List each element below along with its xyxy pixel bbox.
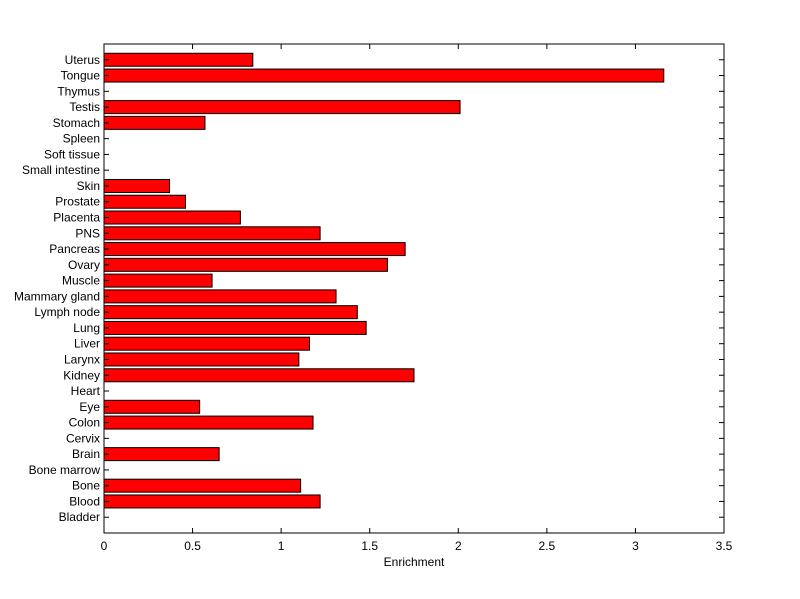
y-tick-label-larynx: Larynx (64, 352, 100, 366)
bar-liver (103, 336, 310, 351)
y-tick-label-lung: Lung (73, 321, 100, 335)
x-tick-label: 3 (632, 539, 639, 553)
x-ticks-group: 0 0.5 1 1.5 2 2.5 3 3.5 (101, 44, 733, 553)
bar-mammary-gland (103, 289, 337, 304)
y-tick-label-soft-tissue: Soft tissue (44, 147, 100, 161)
y-tick-label-spleen: Spleen (63, 132, 100, 146)
bar-ovary (103, 257, 388, 272)
y-tick-label-pns: PNS (75, 226, 100, 240)
y-tick-label-uterus: Uterus (65, 53, 100, 67)
bar-prostate (103, 194, 186, 209)
y-tick-label-eye: Eye (79, 400, 100, 414)
bar-pancreas (103, 242, 406, 257)
bar-pns (103, 226, 321, 241)
bar-bone (103, 478, 302, 493)
y-tick-label-brain: Brain (72, 447, 100, 461)
x-tick-label: 1.5 (361, 539, 378, 553)
y-tick-label-small-intestine: Small intestine (22, 163, 100, 177)
bar-skin (103, 178, 171, 193)
y-tick-label-tongue: Tongue (61, 69, 101, 83)
y-tick-label-liver: Liver (74, 337, 100, 351)
bar-testis (103, 100, 461, 115)
y-tick-label-testis: Testis (69, 100, 100, 114)
x-tick-label: 2 (455, 539, 462, 553)
bar-uterus (103, 52, 254, 67)
bar-brain (103, 447, 220, 462)
y-tick-label-muscle: Muscle (62, 274, 100, 288)
bar-colon (103, 415, 314, 430)
y-tick-label-colon: Colon (69, 416, 100, 430)
y-tick-label-placenta: Placenta (53, 211, 100, 225)
bar-placenta (103, 210, 241, 225)
bar-lymph-node (103, 305, 358, 320)
y-tick-label-lymph-node: Lymph node (34, 305, 100, 319)
plot-frame (103, 43, 725, 534)
y-tick-label-thymus: Thymus (57, 84, 100, 98)
bar-tongue (103, 68, 665, 83)
x-tick-label: 0.5 (184, 539, 201, 553)
bars-group (103, 52, 665, 509)
bar-muscle (103, 273, 213, 288)
bar-lung (103, 320, 367, 335)
bar-stomach (103, 115, 206, 130)
bar-kidney (103, 368, 415, 383)
bar-eye (103, 399, 201, 414)
x-tick-label: 1 (278, 539, 285, 553)
y-tick-label-kidney: Kidney (63, 368, 100, 382)
bar-larynx (103, 352, 300, 367)
y-tick-label-cervix: Cervix (66, 431, 100, 445)
y-tick-label-pancreas: Pancreas (49, 242, 100, 256)
y-tick-label-heart: Heart (71, 384, 101, 398)
bar-blood (103, 494, 321, 509)
y-tick-label-bone-marrow: Bone marrow (29, 463, 101, 477)
y-tick-label-prostate: Prostate (55, 195, 100, 209)
y-tick-label-ovary: Ovary (68, 258, 100, 272)
x-tick-label: 3.5 (716, 539, 733, 553)
x-tick-label: 2.5 (539, 539, 556, 553)
x-tick-label: 0 (101, 539, 108, 553)
x-axis-label: Enrichment (384, 555, 445, 569)
y-tick-label-skin: Skin (77, 179, 100, 193)
y-tick-label-stomach: Stomach (53, 116, 100, 130)
y-tick-label-bladder: Bladder (59, 510, 100, 524)
y-tick-label-bone: Bone (72, 479, 100, 493)
y-tick-label-mammary-gland: Mammary gland (14, 289, 100, 303)
y-tick-label-blood: Blood (69, 494, 100, 508)
